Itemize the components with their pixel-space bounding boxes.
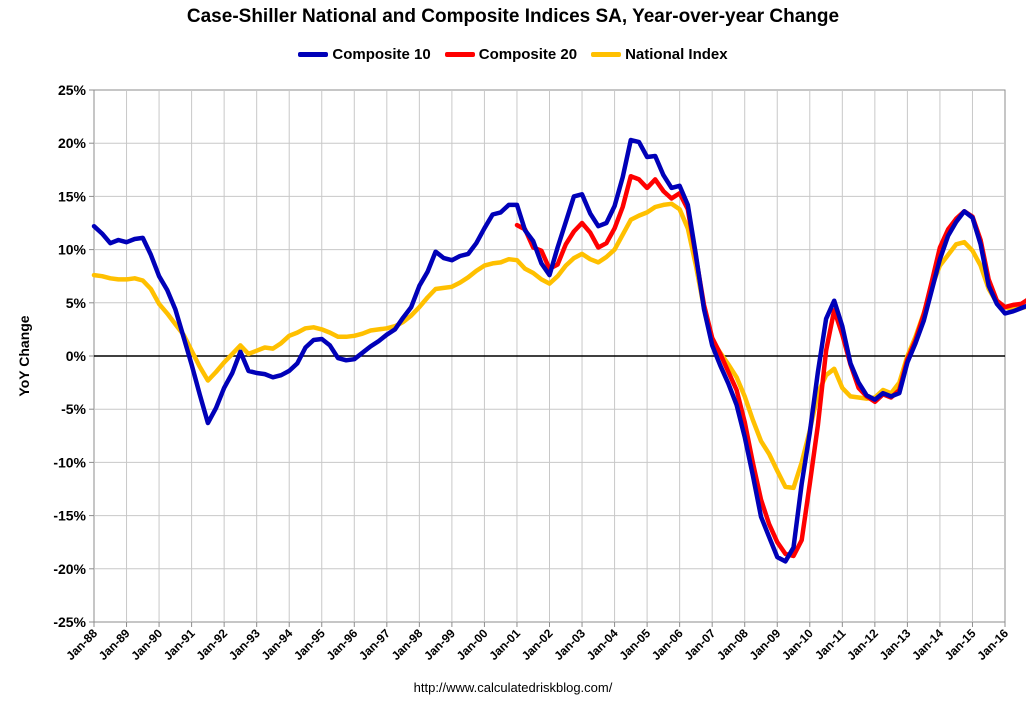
legend-label-composite-10: Composite 10 xyxy=(332,46,431,63)
chart-legend: Composite 10 Composite 20 National Index xyxy=(0,46,1026,63)
y-tick-label: -20% xyxy=(53,561,86,577)
x-tick-label: Jan-16 xyxy=(974,626,1011,663)
x-tick-label: Jan-91 xyxy=(161,626,198,663)
x-tick-label: Jan-05 xyxy=(616,626,653,663)
x-tick-label: Jan-88 xyxy=(63,626,100,663)
x-tick-label: Jan-09 xyxy=(747,626,784,663)
x-tick-label: Jan-13 xyxy=(877,626,914,663)
y-tick-label: 10% xyxy=(58,242,87,258)
x-tick-label: Jan-99 xyxy=(421,626,458,663)
x-tick-label: Jan-04 xyxy=(584,626,621,663)
x-tick-label: Jan-07 xyxy=(682,626,719,663)
y-tick-label: 0% xyxy=(66,348,87,364)
source-url: http://www.calculatedriskblog.com/ xyxy=(413,680,613,695)
x-tick-label: Jan-08 xyxy=(714,626,751,663)
y-tick-label: 5% xyxy=(66,295,87,311)
x-tick-label: Jan-03 xyxy=(551,626,588,663)
y-tick-label: -15% xyxy=(53,508,86,524)
y-tick-label: -5% xyxy=(61,401,86,417)
x-tick-label: Jan-89 xyxy=(96,626,133,663)
legend-label-national-index: National Index xyxy=(625,46,728,63)
x-tick-label: Jan-92 xyxy=(193,626,230,663)
x-tick-label: Jan-94 xyxy=(259,626,296,663)
x-tick-label: Jan-14 xyxy=(909,626,946,663)
y-tick-label: -10% xyxy=(53,454,86,470)
legend-label-composite-20: Composite 20 xyxy=(478,46,578,63)
x-tick-label: Jan-01 xyxy=(486,626,523,663)
series-line-composite-20 xyxy=(514,173,1026,559)
y-axis-label: YoY Change xyxy=(16,315,32,396)
legend-item-composite-20: Composite 20 xyxy=(444,46,578,63)
x-tick-label: Jan-02 xyxy=(519,626,556,663)
legend-swatch-composite-20 xyxy=(444,52,475,57)
x-tick-label: Jan-96 xyxy=(324,626,361,663)
x-tick-label: Jan-95 xyxy=(291,626,328,663)
x-tick-label: Jan-98 xyxy=(389,626,426,663)
x-tick-label: Jan-90 xyxy=(128,626,165,663)
x-tick-label: Jan-15 xyxy=(942,626,979,663)
x-tick-label: Jan-11 xyxy=(812,626,849,663)
x-tick-label: Jan-00 xyxy=(454,626,491,663)
legend-swatch-national-index xyxy=(591,52,622,57)
x-tick-label: Jan-10 xyxy=(779,626,816,663)
x-tick-label: Jan-93 xyxy=(226,626,263,663)
chart-title: Case-Shiller National and Composite Indi… xyxy=(186,6,840,27)
y-tick-label: 20% xyxy=(58,135,87,151)
legend-item-national-index: National Index xyxy=(591,46,728,63)
y-tick-label: -25% xyxy=(53,614,86,630)
legend-swatch-composite-10 xyxy=(298,52,329,57)
x-tick-label: Jan-12 xyxy=(844,626,881,663)
series-line-composite-10 xyxy=(91,137,1026,564)
y-tick-label: 15% xyxy=(58,188,87,204)
x-tick-label: Jan-06 xyxy=(649,626,686,663)
legend-item-composite-10: Composite 10 xyxy=(298,46,431,63)
x-tick-label: Jan-97 xyxy=(356,626,393,663)
y-tick-label: 25% xyxy=(58,82,87,98)
